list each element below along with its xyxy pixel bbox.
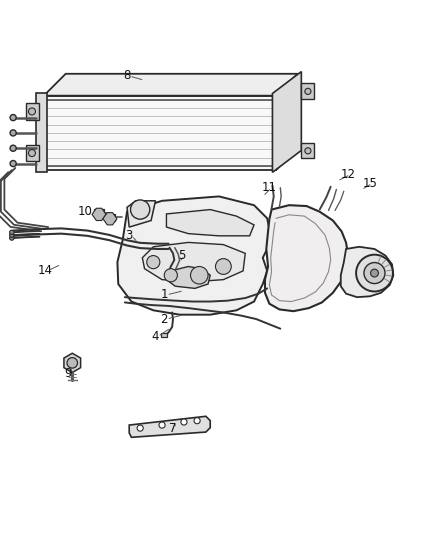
Circle shape	[215, 259, 231, 274]
Polygon shape	[117, 197, 272, 314]
Circle shape	[67, 358, 78, 368]
Circle shape	[28, 108, 35, 115]
Polygon shape	[265, 205, 348, 311]
Text: 15: 15	[363, 177, 378, 190]
Polygon shape	[129, 416, 210, 437]
Polygon shape	[64, 353, 81, 373]
Circle shape	[10, 230, 14, 235]
Circle shape	[356, 255, 393, 292]
Polygon shape	[166, 266, 210, 288]
Circle shape	[10, 160, 16, 167]
Polygon shape	[272, 71, 301, 172]
Text: 7: 7	[169, 422, 177, 435]
Text: 2: 2	[160, 312, 168, 326]
Polygon shape	[92, 208, 106, 221]
Circle shape	[10, 236, 14, 240]
Text: 11: 11	[262, 181, 277, 194]
Circle shape	[305, 148, 311, 154]
Polygon shape	[166, 209, 254, 236]
Polygon shape	[26, 103, 39, 120]
Text: 4: 4	[152, 330, 159, 343]
Circle shape	[181, 419, 187, 425]
Polygon shape	[301, 143, 314, 158]
Circle shape	[371, 269, 378, 277]
Circle shape	[364, 263, 385, 284]
Circle shape	[191, 266, 208, 284]
Polygon shape	[36, 93, 47, 172]
Polygon shape	[26, 145, 39, 161]
Text: 1: 1	[160, 288, 168, 302]
Polygon shape	[103, 213, 117, 225]
Text: 12: 12	[341, 168, 356, 181]
Text: 3: 3	[126, 229, 133, 243]
Circle shape	[28, 150, 35, 157]
Circle shape	[131, 200, 150, 219]
Polygon shape	[161, 333, 167, 337]
Text: 14: 14	[38, 264, 53, 277]
Circle shape	[147, 255, 160, 269]
Text: 10: 10	[78, 205, 93, 218]
Polygon shape	[301, 84, 314, 99]
Circle shape	[194, 418, 200, 424]
Circle shape	[10, 233, 14, 237]
Circle shape	[305, 88, 311, 94]
Polygon shape	[44, 74, 298, 96]
Polygon shape	[142, 243, 245, 282]
Circle shape	[10, 145, 16, 151]
Polygon shape	[44, 96, 276, 170]
Polygon shape	[341, 247, 393, 297]
Circle shape	[159, 422, 165, 428]
Polygon shape	[94, 209, 104, 216]
Polygon shape	[127, 201, 155, 227]
Polygon shape	[105, 214, 115, 221]
Text: 8: 8	[124, 69, 131, 83]
Circle shape	[137, 425, 143, 431]
Circle shape	[164, 269, 177, 282]
Text: 9: 9	[64, 367, 72, 381]
Circle shape	[10, 115, 16, 120]
Polygon shape	[276, 74, 298, 170]
Text: 5: 5	[178, 249, 185, 262]
Circle shape	[10, 130, 16, 136]
